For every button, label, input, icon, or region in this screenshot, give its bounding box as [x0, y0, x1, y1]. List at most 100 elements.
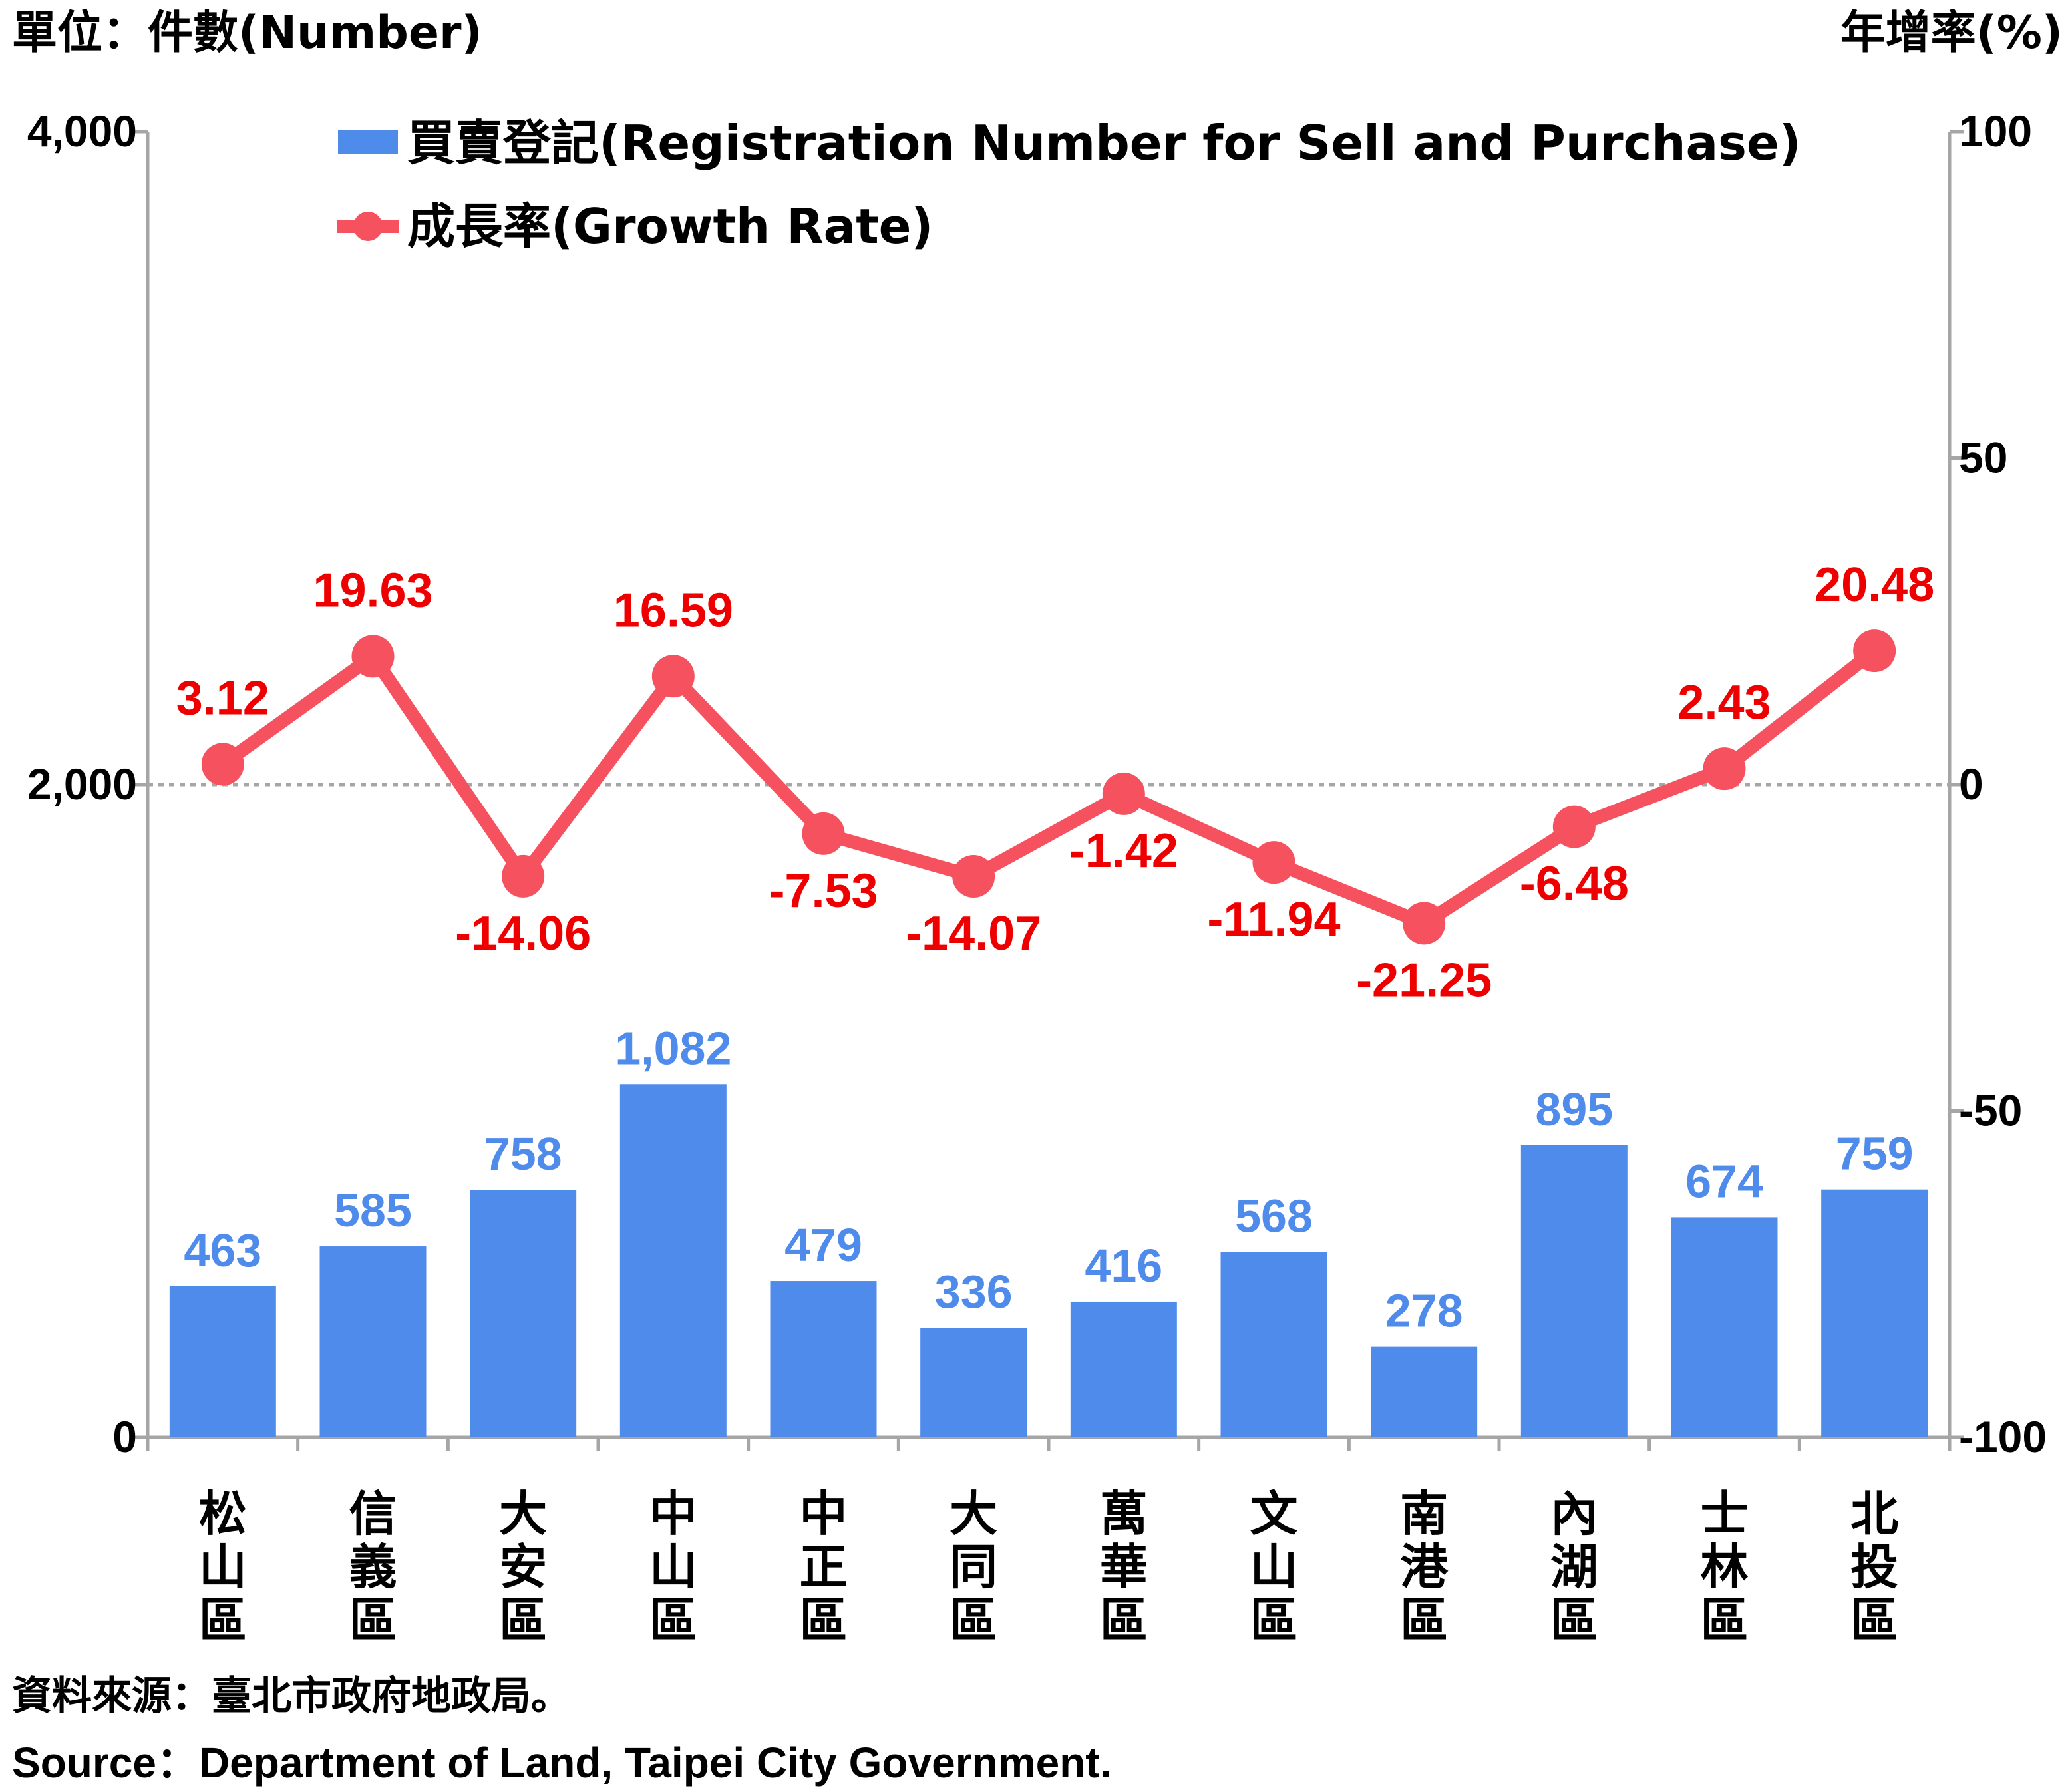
category-label-char: 中 [649, 1486, 697, 1542]
category-label-char: 區 [1250, 1592, 1297, 1648]
bar [1520, 1145, 1628, 1437]
left-tick-label: 2,000 [27, 759, 137, 808]
category-label-char: 山 [649, 1539, 697, 1595]
category-label-char: 內 [1550, 1486, 1598, 1542]
category-label-char: 山 [199, 1539, 247, 1595]
bar [1821, 1189, 1928, 1437]
legend-line-marker [353, 212, 383, 241]
growth-rate-point [502, 854, 545, 898]
right-tick-label: -100 [1959, 1412, 2047, 1461]
growth-rate-value-label: -6.48 [1520, 858, 1629, 911]
category-label-char: 區 [349, 1592, 397, 1648]
bar-value-label: 674 [1685, 1155, 1763, 1207]
growth-rate-value-label: 16.59 [613, 584, 733, 637]
category-label-char: 區 [499, 1592, 547, 1648]
category-label-char: 港 [1400, 1539, 1449, 1595]
category-label-char: 中 [799, 1486, 847, 1542]
category-label-char: 林 [1700, 1539, 1748, 1595]
bar [1070, 1301, 1177, 1437]
bar-value-label: 336 [935, 1266, 1013, 1318]
category-label-char: 區 [649, 1592, 697, 1648]
left-tick-label: 0 [112, 1412, 137, 1461]
bar [619, 1084, 727, 1437]
category-label-char: 湖 [1550, 1539, 1598, 1595]
category-label-char: 山 [1250, 1539, 1297, 1595]
category-label-char: 投 [1850, 1539, 1898, 1595]
category-label-char: 區 [199, 1592, 247, 1648]
growth-rate-value-label: 20.48 [1814, 558, 1934, 612]
category-label-char: 華 [1100, 1539, 1148, 1595]
bar [319, 1246, 427, 1437]
right-axis-title: 年增率(%) [1840, 7, 2063, 59]
growth-rate-value-label: -11.94 [1207, 893, 1340, 946]
bar-value-label: 278 [1385, 1285, 1463, 1337]
category-label-char: 區 [1550, 1592, 1598, 1648]
bar [920, 1328, 1027, 1437]
category-label-char: 松 [199, 1486, 247, 1542]
bar [1671, 1217, 1778, 1437]
legend-bar-swatch [338, 130, 398, 154]
source-zh: 資料來源：臺北市政府地政局。 [12, 1674, 571, 1718]
growth-rate-value-label: -7.53 [769, 864, 878, 918]
growth-rate-point [1403, 902, 1446, 945]
category-label-char: 區 [1700, 1592, 1748, 1648]
growth-rate-point [651, 655, 695, 698]
bar-value-label: 758 [484, 1128, 562, 1180]
growth-rate-point [1703, 747, 1746, 791]
source-en: Source：Department of Land, Taipei City G… [12, 1739, 1112, 1787]
growth-rate-point [351, 635, 395, 678]
right-tick-label: 50 [1959, 433, 2007, 482]
growth-rate-value-label: 2.43 [1677, 676, 1771, 729]
category-label-char: 萬 [1100, 1486, 1148, 1542]
growth-rate-point [952, 855, 995, 898]
growth-rate-point [1252, 841, 1295, 884]
right-tick-label: 100 [1959, 106, 2032, 156]
category-label-char: 南 [1400, 1486, 1448, 1542]
growth-rate-point [1102, 772, 1145, 815]
growth-rate-point [1853, 629, 1896, 673]
left-tick-label: 4,000 [27, 106, 137, 156]
growth-rate-point [1552, 805, 1596, 848]
category-label-char: 義 [349, 1539, 397, 1595]
bar-value-label: 895 [1535, 1083, 1613, 1135]
growth-rate-value-label: -14.06 [455, 907, 591, 960]
growth-rate-value-label: -21.25 [1356, 954, 1492, 1007]
bar [169, 1286, 276, 1437]
category-label-char: 正 [799, 1539, 847, 1595]
category-label-char: 區 [1100, 1592, 1148, 1648]
category-label-char: 信 [349, 1486, 397, 1542]
category-label-char: 區 [950, 1592, 997, 1648]
bar [470, 1190, 577, 1437]
category-label-char: 士 [1700, 1486, 1748, 1542]
bar-value-label: 416 [1085, 1240, 1162, 1292]
bar-value-label: 1,082 [615, 1022, 731, 1074]
category-label-char: 區 [799, 1592, 847, 1648]
category-label-char: 區 [1850, 1592, 1898, 1648]
growth-rate-value-label: 19.63 [313, 564, 432, 617]
category-label-char: 大 [950, 1486, 997, 1542]
bar-value-label: 585 [334, 1184, 412, 1236]
right-tick-label: 0 [1959, 759, 1984, 808]
bar-value-label: 759 [1836, 1128, 1914, 1180]
growth-rate-value-label: -1.42 [1069, 824, 1178, 878]
right-tick-label: -50 [1959, 1086, 2022, 1135]
bar-value-label: 479 [784, 1219, 862, 1271]
category-label-char: 安 [499, 1539, 547, 1595]
category-label-char: 北 [1850, 1486, 1898, 1542]
bar-value-label: 568 [1235, 1190, 1313, 1242]
bar-value-label: 463 [184, 1224, 261, 1276]
growth-rate-line [219, 645, 1879, 930]
category-label-char: 同 [950, 1539, 997, 1595]
growth-rate-value-label: -14.07 [906, 907, 1041, 960]
legend-line-label: 成長率(Growth Rate) [407, 198, 933, 254]
category-label-char: 區 [1400, 1592, 1448, 1648]
legend-bar-label: 買賣登記(Registration Number for Sell and Pu… [407, 115, 1801, 171]
growth-rate-point [201, 743, 244, 786]
category-label-char: 大 [499, 1486, 547, 1542]
growth-rate-value-label: 3.12 [176, 671, 269, 725]
category-label-char: 文 [1250, 1486, 1297, 1542]
bar [1371, 1346, 1478, 1437]
bar [770, 1281, 877, 1437]
bar [1220, 1252, 1327, 1437]
